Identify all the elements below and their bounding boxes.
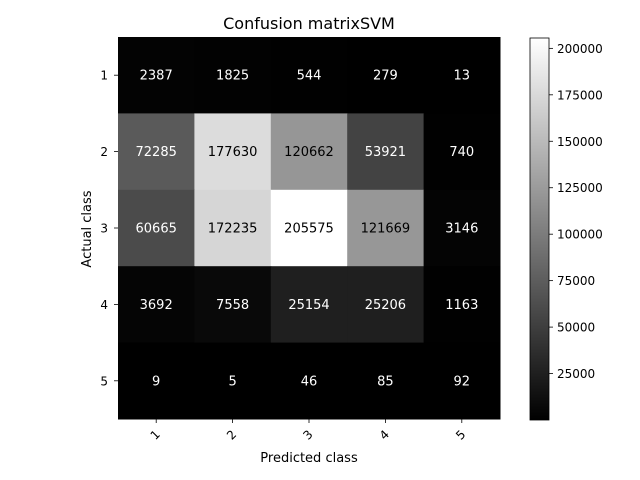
heatmap-cell <box>270 189 348 267</box>
cell-value-label: 13 <box>454 69 471 84</box>
cell-value-label: 740 <box>449 145 474 160</box>
cell-value-label: 72285 <box>136 145 177 160</box>
heatmap-cell <box>118 113 195 191</box>
heatmap-cell <box>423 266 501 344</box>
cell-value-label: 3692 <box>140 298 173 313</box>
cell-value-labels: 2387 1825 544 279 13 72285 177630 120662 53921 74… <box>136 69 479 390</box>
heatmap-cell <box>347 37 425 114</box>
x-axis-ticks: 1 2 3 4 5 <box>148 419 468 443</box>
heatmap-cell <box>194 37 272 114</box>
heatmap-cell <box>194 189 272 267</box>
heatmap-cell <box>194 113 272 191</box>
heatmap-cell <box>423 342 501 420</box>
cell-value-label: 5 <box>228 374 236 389</box>
heatmap-cell <box>270 113 348 191</box>
x-axis-label: Predicted class <box>260 451 358 466</box>
cell-value-label: 46 <box>301 374 318 389</box>
cell-value-label: 121669 <box>361 222 411 237</box>
colorbar-tick-label: 125000 <box>557 181 603 195</box>
cell-value-label: 2387 <box>140 69 173 84</box>
heatmap-cell <box>118 189 195 267</box>
cell-value-label: 25154 <box>288 298 329 313</box>
x-tick-label: 4 <box>377 427 392 442</box>
colorbar-tick-label: 50000 <box>557 321 595 335</box>
heatmap-cell <box>347 342 425 420</box>
cell-value-label: 544 <box>297 69 322 84</box>
colorbar-tick-label: 175000 <box>557 88 603 102</box>
cell-value-label: 205575 <box>284 222 334 237</box>
cell-value-label: 177630 <box>208 145 258 160</box>
y-tick-label: 2 <box>100 145 108 159</box>
heatmap-cell <box>194 342 272 420</box>
colorbar-ticks: 25000 50000 75000 100000 125000 150000 175000 2… <box>549 42 603 381</box>
cell-value-label: 279 <box>373 69 398 84</box>
y-tick-label: 4 <box>100 298 108 312</box>
x-tick-label: 1 <box>148 427 163 442</box>
heatmap-cell <box>194 266 272 344</box>
colorbar-tick-label: 150000 <box>557 135 603 149</box>
colorbar-tick-label: 75000 <box>557 274 595 288</box>
colorbar-tick-label: 100000 <box>557 228 603 242</box>
y-tick-label: 3 <box>100 222 108 236</box>
heatmap-cell <box>347 189 425 267</box>
heatmap-cell <box>118 37 195 114</box>
heatmap-cell <box>423 113 501 191</box>
cell-value-label: 1825 <box>216 69 249 84</box>
heatmap-cell <box>347 113 425 191</box>
heatmap-cell <box>270 37 348 114</box>
cell-value-label: 53921 <box>365 145 406 160</box>
y-tick-label: 5 <box>100 374 108 388</box>
cell-value-label: 85 <box>377 374 394 389</box>
colorbar-tick-label: 25000 <box>557 367 595 381</box>
y-axis-ticks: 1 2 3 4 5 <box>100 69 118 388</box>
heatmap-cell <box>423 37 501 114</box>
cell-value-label: 9 <box>152 374 160 389</box>
heatmap-cell <box>270 266 348 344</box>
cell-value-label: 1163 <box>445 298 478 313</box>
heatmap-cell <box>118 266 195 344</box>
colorbar <box>529 37 550 421</box>
cell-value-label: 60665 <box>136 222 177 237</box>
heatmap-cell <box>118 342 195 420</box>
cell-value-label: 7558 <box>216 298 249 313</box>
cell-value-label: 172235 <box>208 222 258 237</box>
chart-title: Confusion matrixSVM <box>223 14 395 33</box>
cell-value-label: 25206 <box>365 298 406 313</box>
x-tick-label: 3 <box>300 427 315 442</box>
heatmap-cells <box>118 37 501 420</box>
x-tick-label: 2 <box>224 427 239 442</box>
cell-value-label: 120662 <box>284 145 334 160</box>
colorbar-tick-label: 200000 <box>557 42 603 56</box>
heatmap-cell <box>423 189 501 267</box>
heatmap-cell <box>347 266 425 344</box>
cell-value-label: 3146 <box>445 222 478 237</box>
heatmap-cell <box>270 342 348 420</box>
y-axis-label: Actual class <box>80 190 95 267</box>
y-tick-label: 1 <box>100 69 108 83</box>
cell-value-label: 92 <box>454 374 471 389</box>
x-tick-label: 5 <box>453 427 468 442</box>
